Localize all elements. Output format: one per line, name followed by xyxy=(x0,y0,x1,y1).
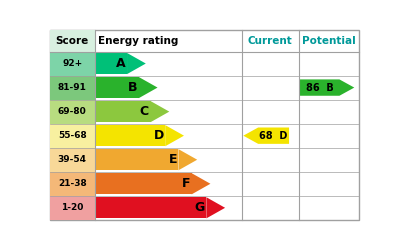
Polygon shape xyxy=(95,173,192,194)
Text: 68  D: 68 D xyxy=(259,131,288,141)
Text: Energy rating: Energy rating xyxy=(98,36,178,46)
Text: B: B xyxy=(128,81,137,94)
Polygon shape xyxy=(95,101,150,122)
Bar xyxy=(50,52,95,76)
Polygon shape xyxy=(206,197,225,218)
Text: F: F xyxy=(182,177,190,190)
Polygon shape xyxy=(95,77,139,98)
Text: G: G xyxy=(195,201,205,214)
Text: Score: Score xyxy=(56,36,89,46)
Text: 1-20: 1-20 xyxy=(61,203,83,212)
Polygon shape xyxy=(139,77,158,98)
Text: 39-54: 39-54 xyxy=(58,155,87,164)
Polygon shape xyxy=(150,101,169,122)
Bar xyxy=(50,172,95,196)
Polygon shape xyxy=(300,79,354,96)
Text: 92+: 92+ xyxy=(62,59,83,68)
Bar xyxy=(50,124,95,148)
Text: Potential: Potential xyxy=(302,36,356,46)
Polygon shape xyxy=(95,197,206,218)
Text: Current: Current xyxy=(248,36,292,46)
Text: 21-38: 21-38 xyxy=(58,179,87,188)
Polygon shape xyxy=(95,53,127,74)
Bar xyxy=(50,100,95,124)
Text: C: C xyxy=(140,105,149,118)
Text: 81-91: 81-91 xyxy=(58,83,87,92)
Text: 69-80: 69-80 xyxy=(58,107,87,116)
Polygon shape xyxy=(243,127,289,144)
Bar xyxy=(50,30,95,52)
Bar xyxy=(50,76,95,100)
Text: D: D xyxy=(154,129,164,142)
Polygon shape xyxy=(95,125,165,146)
Polygon shape xyxy=(165,125,184,146)
Text: E: E xyxy=(168,153,177,166)
Text: 86  B: 86 B xyxy=(306,82,334,93)
Text: 55-68: 55-68 xyxy=(58,131,87,140)
Bar xyxy=(50,196,95,220)
Polygon shape xyxy=(192,173,210,194)
Polygon shape xyxy=(178,149,197,170)
Bar xyxy=(50,148,95,172)
Polygon shape xyxy=(127,53,146,74)
Text: A: A xyxy=(116,57,125,70)
Polygon shape xyxy=(95,149,178,170)
